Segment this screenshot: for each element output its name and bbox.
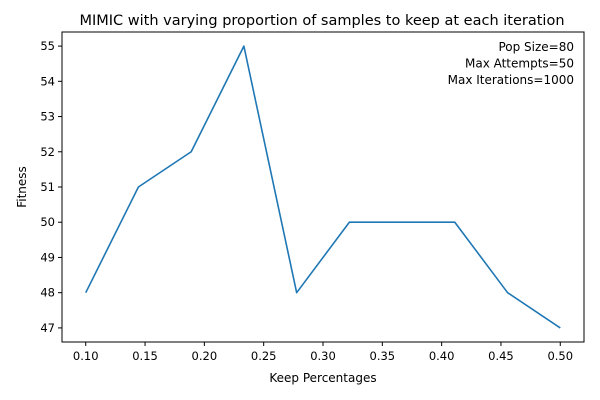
y-tick-label: 50 — [40, 215, 55, 229]
y-tick-label: 52 — [40, 145, 55, 159]
x-tick-label: 0.40 — [429, 349, 455, 363]
x-tick-label: 0.35 — [370, 349, 396, 363]
x-tick-label: 0.45 — [488, 349, 514, 363]
y-tick-label: 53 — [40, 110, 55, 124]
y-tick-label: 49 — [40, 250, 55, 264]
y-tick-label: 47 — [40, 321, 55, 335]
annotation-line: Pop Size=80 — [498, 40, 574, 54]
series-group — [85, 45, 561, 329]
x-tick-label: 0.25 — [251, 349, 277, 363]
annotation-line: Max Iterations=1000 — [448, 73, 574, 87]
x-axis-label: Keep Percentages — [269, 371, 376, 385]
x-tick-label: 0.10 — [73, 349, 99, 363]
annotation-box: Pop Size=80 Max Attempts=50 Max Iterations… — [448, 40, 574, 87]
x-tick-label: 0.15 — [132, 349, 158, 363]
y-tick-label: 48 — [40, 286, 55, 300]
y-axis-label: Fitness — [15, 166, 29, 208]
x-tick-label: 0.30 — [310, 349, 336, 363]
x-tick-label: 0.50 — [547, 349, 573, 363]
y-tick-label: 51 — [40, 180, 55, 194]
y-axis: 47 48 49 50 51 52 53 54 55 — [40, 39, 62, 335]
series-line — [85, 45, 561, 329]
x-tick-label: 0.20 — [192, 349, 218, 363]
chart-title: MIMIC with varying proportion of samples… — [79, 13, 564, 29]
x-axis: 0.10 0.15 0.20 0.25 0.30 0.35 0.40 0.45 0.50 — [73, 342, 573, 363]
y-tick-label: 55 — [40, 39, 55, 53]
y-tick-label: 54 — [40, 74, 55, 88]
annotation-line: Max Attempts=50 — [465, 57, 574, 71]
